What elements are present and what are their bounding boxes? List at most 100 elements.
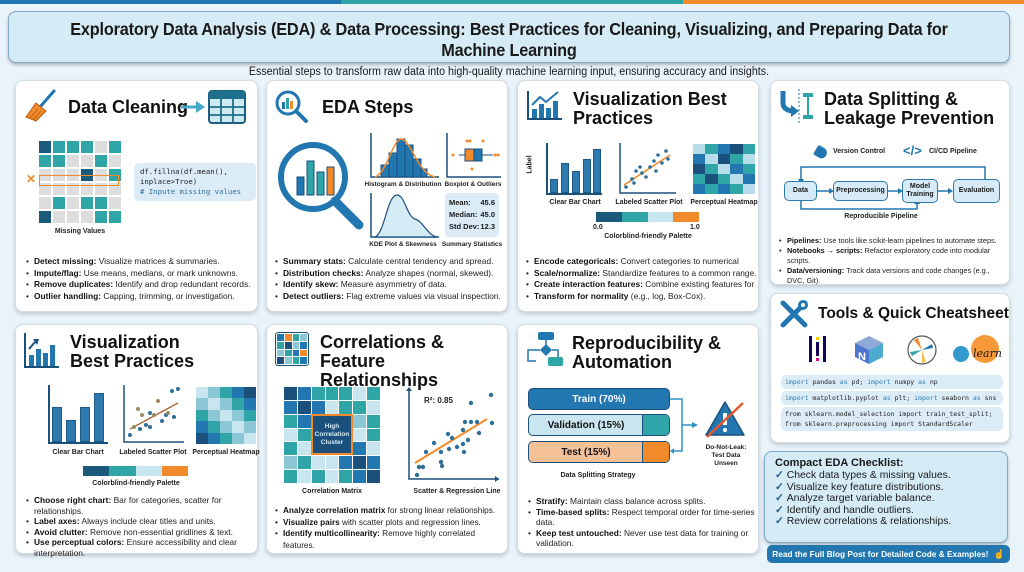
histogram-chart bbox=[370, 133, 439, 178]
bar bbox=[52, 407, 62, 442]
pipeline-node-model-training: Model Training bbox=[902, 179, 938, 203]
bullet-list: Summary stats: Calculate central tendenc… bbox=[275, 256, 507, 302]
card-title: EDA Steps bbox=[322, 97, 414, 117]
large-magnifier-icon bbox=[278, 142, 364, 230]
bullet-list: Pipelines: Use tools like scikit-learn p… bbox=[779, 236, 1009, 286]
check-icon: ✓ bbox=[775, 516, 784, 527]
card-reproducibility: Reproducibility & Automation Train (70%) … bbox=[517, 324, 759, 554]
cicd-label: CI/CD Pipeline bbox=[929, 148, 977, 155]
heatmap-icon bbox=[275, 332, 309, 366]
card-title: Data Cleaning bbox=[68, 97, 189, 117]
page-header: Exploratory Data Analysis (EDA) & Data P… bbox=[8, 11, 1010, 78]
reproducible-pipeline-label: Reproducible Pipeline bbox=[844, 213, 918, 220]
check-icon: ✓ bbox=[775, 493, 784, 504]
colorblind-palette bbox=[596, 212, 699, 222]
checklist-item: ✓ Check data types & missing values. bbox=[775, 470, 951, 481]
checklist-title: Compact EDA Checklist: bbox=[775, 457, 904, 469]
pipeline-arrows bbox=[798, 166, 986, 210]
palette-label: Colorblind-friendly Palette bbox=[604, 233, 692, 240]
import-sklearn-code: from sklearn.model_selection import trai… bbox=[781, 407, 1003, 431]
card-data-cleaning: Data Cleaning ✕ Missing Values df.fillna… bbox=[15, 80, 258, 312]
bar-chart-xaxis bbox=[546, 193, 602, 195]
bar bbox=[66, 420, 76, 442]
matrix-label: Missing Values bbox=[54, 228, 106, 235]
chart-trend-icon bbox=[527, 91, 562, 120]
checklist-item: ✓ Visualize key feature distributions. bbox=[775, 481, 944, 493]
pointer-hand-icon: ☝ bbox=[993, 548, 1005, 559]
check-icon: ✓ bbox=[775, 470, 784, 481]
check-icon: ✓ bbox=[775, 504, 784, 516]
test-split-bar: Test (15%) bbox=[528, 441, 670, 463]
card-visualization-bottom: Visualization Best Practices Clear Bar Ch… bbox=[15, 324, 260, 558]
bullet-list: Detect missing: Visualize matrices & sum… bbox=[26, 256, 256, 302]
pipeline-node-evaluation: Evaluation bbox=[953, 179, 1000, 203]
scikit-learn-logo: learn bbox=[953, 335, 1002, 363]
x-mark-icon: ✕ bbox=[26, 172, 37, 186]
check-icon: ✓ bbox=[775, 481, 784, 493]
palette-label: Colorblind-friendly Palette bbox=[92, 480, 180, 487]
page-subtitle: Essential steps to transform raw data in… bbox=[248, 66, 770, 78]
pipeline-node-data: Data bbox=[784, 181, 817, 201]
arrow-right-icon bbox=[181, 101, 205, 113]
eda-checklist: Compact EDA Checklist: ✓ Check data types… bbox=[764, 451, 1008, 543]
histogram-label: Histogram & Distribution bbox=[364, 181, 442, 188]
warning-no-leak-icon bbox=[705, 401, 745, 438]
perceptual-heatmap bbox=[196, 387, 256, 444]
card-title: Visualization Best Practices bbox=[573, 89, 727, 128]
scatter-plot-label: Labeled Scatter Plot bbox=[615, 199, 683, 206]
card-title: Correlations & Feature Relationships bbox=[320, 332, 445, 390]
bullet-list: Choose right chart: Bar for categories, … bbox=[26, 495, 254, 558]
missing-row-highlight bbox=[39, 175, 119, 186]
summary-stats-box: Mean: 45.6 Median: 45.0 Std Dev: 12.3 bbox=[445, 193, 499, 237]
palette-min: 0.0 bbox=[593, 224, 603, 231]
card-title: Tools & Quick Cheatsheet bbox=[818, 305, 1009, 322]
kde-chart bbox=[370, 193, 439, 238]
validation-split-bar: Validation (15%) bbox=[528, 414, 670, 436]
boxplot-label: Boxplot & Outliers bbox=[444, 181, 502, 188]
card-data-splitting: Data Splitting & Leakage Prevention Versi… bbox=[770, 80, 1010, 285]
checklist-item: ✓ Identify and handle outliers. bbox=[775, 504, 914, 516]
palette-max: 1.0 bbox=[690, 224, 700, 231]
heatmap-label: Perceptual Heatmap bbox=[690, 199, 758, 206]
boxplot-chart bbox=[446, 133, 501, 178]
code-icon: </> bbox=[903, 143, 922, 158]
top-color-bar bbox=[0, 0, 1024, 4]
scatter-plot bbox=[123, 385, 184, 443]
pandas-logo bbox=[809, 336, 826, 362]
read-blog-post-button[interactable]: Read the Full Blog Post for Detailed Cod… bbox=[767, 545, 1010, 563]
version-control-label: Version Control bbox=[833, 148, 886, 155]
tag-icon bbox=[813, 144, 829, 161]
bullet-list: Encode categoricals: Convert categories … bbox=[526, 256, 758, 302]
split-caption: Data Splitting Strategy bbox=[560, 472, 636, 479]
bar bbox=[561, 163, 569, 193]
summary-stats-label: Summary Statistics bbox=[441, 241, 503, 248]
card-title: Visualization Best Practices bbox=[70, 332, 195, 371]
correlation-matrix-label: Correlation Matrix bbox=[302, 488, 362, 495]
bar-chart-label: Clear Bar Chart bbox=[52, 449, 104, 456]
scatter-plot bbox=[619, 143, 676, 194]
bar-chart-yaxis bbox=[546, 143, 548, 194]
wrench-screwdriver-icon bbox=[780, 300, 808, 328]
pipeline-node-preprocessing: Preprocessing bbox=[833, 181, 888, 201]
bar bbox=[550, 179, 558, 193]
bar bbox=[80, 407, 90, 442]
card-correlations: Correlations & Feature Relationships High… bbox=[266, 324, 508, 554]
chart-trend-icon bbox=[24, 333, 59, 368]
missing-values-matrix bbox=[39, 141, 121, 223]
heatmap-label: Perceptual Heatmap bbox=[192, 449, 260, 456]
bar-chart-xaxis bbox=[48, 442, 108, 444]
numpy-logo: N bbox=[855, 336, 883, 364]
table-icon bbox=[208, 90, 246, 124]
fillna-code: df.fillna(df.mean(), inplace>Troe) # Inp… bbox=[134, 163, 256, 201]
perceptual-heatmap bbox=[693, 144, 755, 194]
import-pandas-numpy-code: import pandas as pd; import numpy as np bbox=[781, 375, 1003, 389]
card-tools: Tools & Quick Cheatsheet N learn import … bbox=[770, 293, 1010, 443]
high-correlation-cluster: High Correlation Cluster bbox=[311, 414, 353, 455]
card-eda-steps: EDA Steps Histogram & Distribution Boxpl… bbox=[266, 80, 508, 312]
bar bbox=[593, 149, 601, 193]
bar bbox=[583, 159, 591, 193]
svg-text:N: N bbox=[858, 351, 866, 363]
bar-chart-label: Clear Bar Chart bbox=[549, 199, 601, 206]
do-not-leak-label: Do-Not-Leak: Test Data Unseen bbox=[705, 444, 747, 467]
scatter-regression-label: Scatter & Regression Line bbox=[413, 488, 501, 495]
